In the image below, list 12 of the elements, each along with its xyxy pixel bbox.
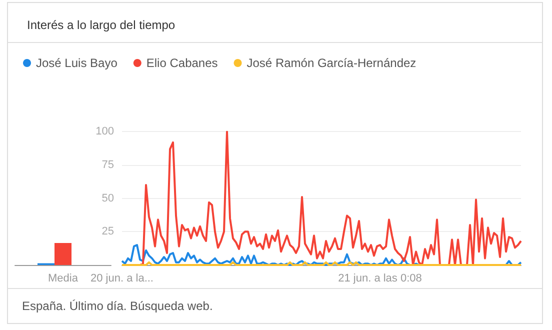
legend-label: Elio Cabanes: [146, 56, 218, 70]
x-tick-label: 20 jun. a la...: [90, 272, 154, 284]
y-tick-label: 100: [96, 126, 114, 138]
text: España. Último día. Búsqueda web.: [22, 299, 213, 313]
x-tick-label: 21 jun. a las 0:08: [338, 272, 422, 284]
y-tick-label: 25: [102, 226, 114, 238]
legend-label: José Ramón García-Hernández: [246, 56, 416, 70]
chart-title: Interés a lo largo del tiempo: [27, 18, 176, 32]
y-tick-label: 50: [102, 192, 114, 204]
legend-label: José Luis Bayo: [36, 56, 118, 70]
y-tick-label: 75: [102, 159, 114, 172]
x-tick-label: Media: [48, 272, 79, 284]
